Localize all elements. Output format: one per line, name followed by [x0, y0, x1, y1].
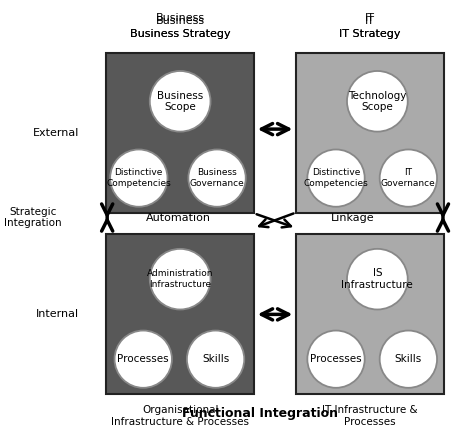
Text: Linkage: Linkage [331, 213, 375, 223]
Text: Skills: Skills [202, 354, 229, 364]
Circle shape [307, 149, 365, 207]
Bar [106, 234, 254, 395]
Text: Strategic
Integration: Strategic Integration [4, 207, 62, 228]
Text: Technology
Scope: Technology Scope [348, 91, 407, 112]
Circle shape [347, 249, 408, 309]
Circle shape [115, 331, 172, 388]
Circle shape [150, 71, 210, 132]
Text: Distinctive
Competencies: Distinctive Competencies [107, 168, 171, 188]
Text: External: External [33, 128, 79, 138]
Text: Business: Business [155, 13, 205, 23]
Circle shape [347, 71, 408, 132]
Text: Skills: Skills [395, 354, 422, 364]
Circle shape [110, 149, 167, 207]
Circle shape [150, 249, 210, 309]
Circle shape [307, 331, 365, 388]
Text: Processes: Processes [310, 354, 362, 364]
Circle shape [380, 331, 437, 388]
Text: Business
Governance: Business Governance [190, 168, 245, 188]
Text: Distinctive
Competencies: Distinctive Competencies [304, 168, 368, 188]
Text: Internal: Internal [36, 309, 79, 319]
Circle shape [188, 149, 246, 207]
Text: Organisational
Infrastructure & Processes: Organisational Infrastructure & Processe… [111, 405, 249, 427]
Text: Functional Integration: Functional Integration [182, 408, 338, 421]
Bar [296, 234, 444, 395]
Text: IT Infrastructure &
Processes: IT Infrastructure & Processes [322, 405, 418, 427]
Text: IS
Infrastructure: IS Infrastructure [341, 268, 413, 290]
Text: Business
Scope: Business Scope [157, 91, 203, 112]
Text: Business
Business Strategy: Business Business Strategy [130, 16, 230, 39]
Text: Administration
Infrastructure: Administration Infrastructure [147, 270, 213, 289]
Text: IT: IT [365, 13, 375, 23]
Circle shape [380, 149, 437, 207]
Circle shape [187, 331, 244, 388]
Text: Automation: Automation [146, 213, 210, 223]
Text: Processes: Processes [118, 354, 169, 364]
Text: IT Strategy: IT Strategy [339, 29, 401, 39]
Bar [296, 53, 444, 214]
Text: Business Strategy: Business Strategy [130, 29, 230, 39]
Text: IT
IT Strategy: IT IT Strategy [339, 16, 401, 39]
Bar [106, 53, 254, 214]
Text: IT
Governance: IT Governance [381, 168, 436, 188]
